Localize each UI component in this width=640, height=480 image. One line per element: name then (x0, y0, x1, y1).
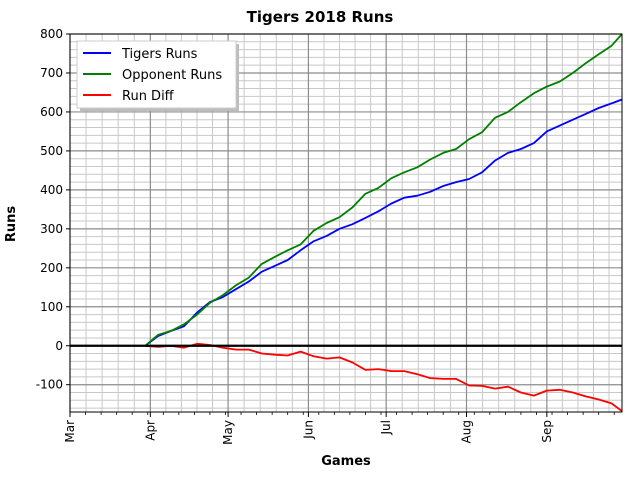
chart-title: Tigers 2018 Runs (247, 8, 394, 26)
series-line-tigers-runs (144, 98, 623, 347)
x-tick-label: Jun (301, 420, 315, 440)
x-tick-label: Aug (460, 420, 474, 443)
legend: Tigers Runs Opponent Runs Run Diff (76, 40, 239, 111)
grid (69, 33, 622, 412)
y-tick-label: 0 (55, 339, 63, 353)
y-tick-label: 600 (40, 105, 63, 119)
y-tick-label: 800 (40, 27, 63, 41)
plot-frame (69, 33, 623, 413)
y-tick-label: 500 (40, 144, 63, 158)
x-axis-label: Games (321, 454, 371, 469)
series-line-run-diff (145, 342, 623, 412)
axis-ticks: -100 0 100 200 300 400 500 600 700 800 Mar Apr May Ju… (36, 27, 615, 445)
y-tick-label: -100 (36, 378, 63, 392)
legend-label: Opponent Runs (122, 68, 222, 83)
y-tick-label: 300 (40, 222, 63, 236)
x-tick-label: Mar (63, 420, 77, 443)
y-tick-label: 400 (40, 183, 63, 197)
legend-label: Tigers Runs (121, 47, 198, 62)
series-line-opponent-runs (144, 33, 623, 347)
y-tick-label: 100 (40, 300, 63, 314)
x-tick-label: Sep (540, 420, 554, 443)
y-axis-label: Runs (4, 206, 19, 243)
series-lines (70, 33, 623, 412)
legend-label: Run Diff (122, 89, 175, 104)
y-tick-label: 700 (40, 66, 63, 80)
x-tick-label: Jul (379, 420, 393, 435)
y-tick-label: 200 (40, 261, 63, 275)
x-tick-label: Apr (143, 420, 157, 441)
x-tick-label: May (221, 420, 235, 445)
